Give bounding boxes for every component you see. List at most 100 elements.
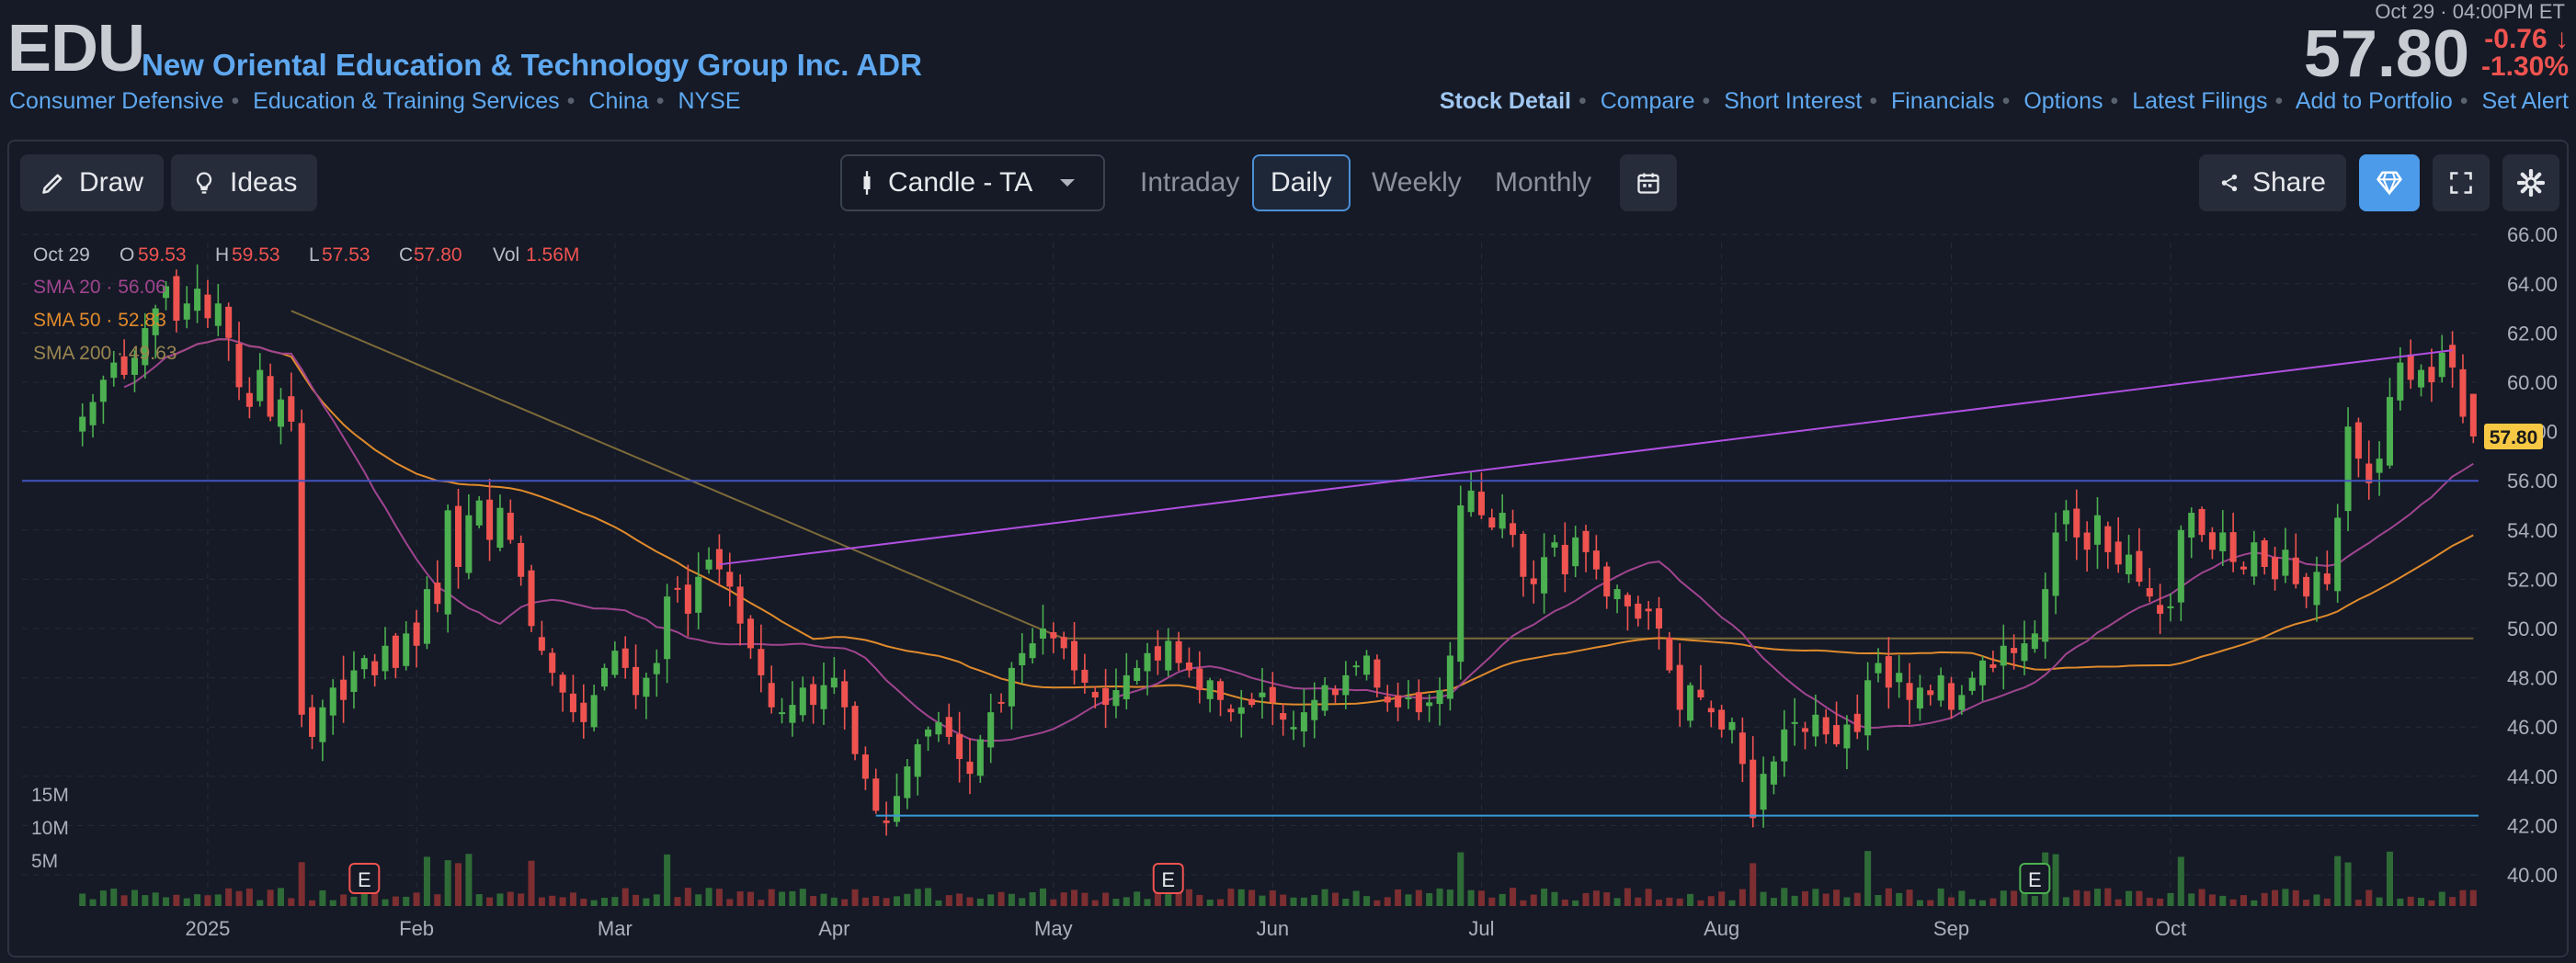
volume-bars <box>79 851 2477 906</box>
date-range-button[interactable] <box>1620 154 1677 211</box>
volume-bar <box>2261 892 2268 906</box>
candle-body <box>1196 668 1203 690</box>
candle-body <box>1029 643 1036 659</box>
crumb-industry[interactable]: Education & Training Services <box>253 88 560 114</box>
volume-bar <box>1436 888 1443 906</box>
crumb-sector[interactable]: Consumer Defensive <box>9 88 224 114</box>
candle-body <box>945 717 952 737</box>
volume-bar <box>1342 899 1350 906</box>
volume-bar <box>496 893 504 906</box>
x-tick-label: Oct <box>2155 917 2186 940</box>
candle-body <box>1280 712 1287 720</box>
candle-body <box>152 308 159 335</box>
volume-bar <box>2177 856 2184 906</box>
volume-bar <box>518 893 525 906</box>
volume-bar <box>475 894 483 906</box>
breadcrumb: Consumer Defensive • Education & Training… <box>9 88 741 114</box>
volume-bar <box>2208 894 2216 906</box>
link-latest-filings[interactable]: Latest Filings <box>2132 88 2268 114</box>
ideas-button[interactable]: Ideas <box>171 154 318 211</box>
candle-body <box>1331 688 1339 696</box>
candle-body <box>747 618 755 649</box>
volume-bar <box>851 889 859 906</box>
volume-bar <box>298 862 305 906</box>
candle-body <box>726 572 734 587</box>
fullscreen-button[interactable] <box>2433 154 2490 211</box>
earnings-marker-label: E <box>2028 868 2042 891</box>
link-options[interactable]: Options <box>2023 88 2103 114</box>
link-financials[interactable]: Financials <box>1891 88 1995 114</box>
candle-body <box>1112 690 1120 707</box>
candle-body <box>1801 728 1809 732</box>
candle-body <box>736 586 744 624</box>
candle-body <box>1477 492 1485 515</box>
volume-bar <box>1613 898 1621 906</box>
y-tick-label: 42.00 <box>2507 814 2558 837</box>
candle-body <box>194 289 201 312</box>
volume-bar <box>444 860 451 906</box>
candle-body <box>528 570 535 627</box>
volume-bar <box>893 896 901 906</box>
chart-type-select[interactable]: Candle - TA <box>840 154 1105 211</box>
legend-high: 59.53 <box>232 244 280 266</box>
link-add-to-portfolio[interactable]: Add to Portfolio <box>2295 88 2453 114</box>
candle-body <box>2303 576 2310 597</box>
volume-bar <box>371 890 379 906</box>
candle-body <box>715 549 723 570</box>
y-tick-label: 52.00 <box>2507 568 2558 591</box>
candle-body <box>518 543 525 577</box>
volume-bar <box>1520 900 1527 906</box>
quote-timestamp: Oct 29 · 04:00PM ET <box>2375 0 2565 23</box>
candle-body <box>288 396 295 422</box>
volume-bar <box>2334 855 2342 906</box>
interval-intraday[interactable]: Intraday <box>1140 167 1240 198</box>
candle-body <box>820 685 827 709</box>
volume-bar <box>621 888 629 906</box>
company-name[interactable]: New Oriental Education & Technology Grou… <box>142 48 922 82</box>
candle-body <box>1728 721 1736 731</box>
candle-body <box>1446 655 1453 699</box>
settings-button[interactable] <box>2502 154 2559 211</box>
volume-bar <box>110 889 118 906</box>
volume-bar <box>2272 889 2279 906</box>
volume-bar <box>245 888 253 906</box>
price-change: -0.76 ↓ -1.30% <box>2481 26 2569 81</box>
crumb-exchange[interactable]: NYSE <box>678 88 741 114</box>
candle-body <box>360 658 368 670</box>
interval-daily[interactable]: Daily <box>1252 154 1351 211</box>
candle-body <box>235 344 243 388</box>
candle-body <box>1071 640 1078 671</box>
crumb-country[interactable]: China <box>588 88 649 114</box>
premium-button[interactable] <box>2359 154 2420 211</box>
interval-weekly[interactable]: Weekly <box>1372 167 1462 198</box>
volume-bar <box>643 898 650 906</box>
candle-body <box>1102 687 1110 706</box>
interval-monthly[interactable]: Monthly <box>1495 167 1592 198</box>
volume-bar <box>1853 892 1861 906</box>
candle-body <box>1499 513 1506 529</box>
volume-bar <box>925 888 932 906</box>
draw-button[interactable]: Draw <box>20 154 165 211</box>
link-short-interest[interactable]: Short Interest <box>1724 88 1863 114</box>
volume-bar <box>1676 898 1683 906</box>
candle-body <box>1989 663 1997 668</box>
candle-body <box>298 423 305 715</box>
volume-bar <box>120 895 128 906</box>
last-price-label: 57.80 <box>2490 427 2538 448</box>
link-stock-detail[interactable]: Stock Detail <box>1439 88 1571 114</box>
volume-bar <box>1645 889 1652 906</box>
volume-bar <box>736 891 744 906</box>
candle-body <box>309 707 316 737</box>
price-chart[interactable]: EEEE 40.0042.0044.0046.0048.0050.0052.00… <box>9 142 2570 959</box>
link-set-alert[interactable]: Set Alert <box>2481 88 2570 114</box>
candle-body <box>1645 608 1652 612</box>
share-button[interactable]: Share <box>2199 154 2346 211</box>
volume-bar <box>1530 894 1537 906</box>
candle-body <box>1843 724 1851 749</box>
volume-bar <box>1822 893 1829 906</box>
volume-tick-label: 5M <box>31 851 58 872</box>
volume-bar <box>507 891 514 906</box>
link-compare[interactable]: Compare <box>1600 88 1695 114</box>
volume-bar <box>1655 900 1663 906</box>
volume-bar <box>1781 888 1788 906</box>
